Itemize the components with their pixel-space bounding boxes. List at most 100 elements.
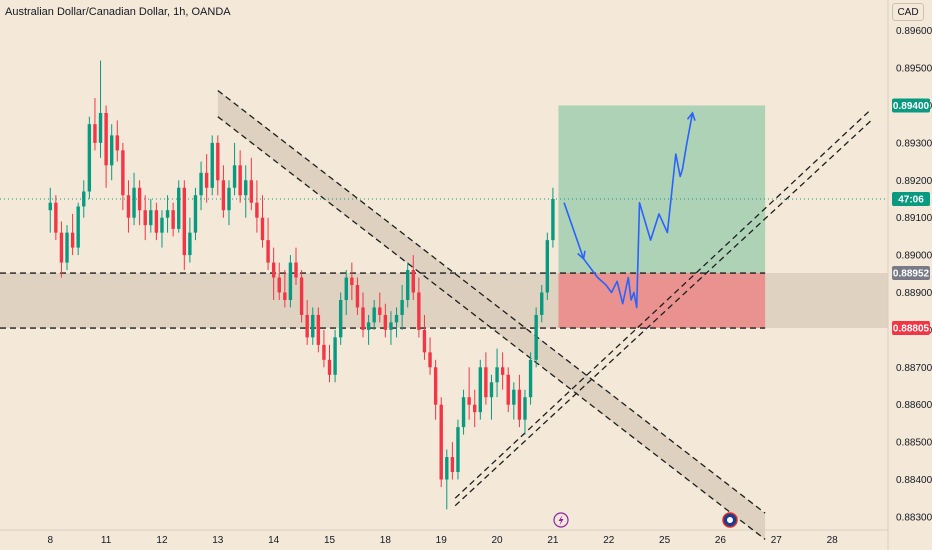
candle[interactable] <box>82 180 86 218</box>
candle[interactable] <box>271 247 276 300</box>
projected-path[interactable] <box>563 112 694 309</box>
currency-badge[interactable]: CAD <box>892 3 924 21</box>
candle[interactable] <box>473 389 477 428</box>
candle[interactable] <box>523 389 527 435</box>
candle[interactable] <box>389 311 393 345</box>
candle[interactable] <box>467 367 471 420</box>
candle[interactable] <box>204 154 209 203</box>
candle[interactable] <box>456 419 460 480</box>
price-label-target[interactable]: 0.89400 <box>892 98 930 113</box>
candle[interactable] <box>545 232 550 300</box>
candle[interactable] <box>255 180 259 233</box>
candle[interactable] <box>355 277 360 315</box>
candle[interactable] <box>422 314 427 360</box>
price-label-stop[interactable]: 0.88805 <box>892 321 930 336</box>
candle[interactable] <box>484 352 488 405</box>
candle[interactable] <box>283 270 287 308</box>
candle[interactable] <box>344 270 348 315</box>
candle[interactable] <box>199 161 203 211</box>
candle[interactable] <box>154 202 159 241</box>
candle[interactable] <box>182 180 187 271</box>
candle[interactable] <box>299 270 304 323</box>
candle[interactable] <box>115 120 119 162</box>
candle[interactable] <box>500 352 505 390</box>
candle[interactable] <box>126 180 131 233</box>
candle[interactable] <box>405 262 410 308</box>
descending-channel[interactable] <box>217 90 766 540</box>
candle[interactable] <box>322 329 326 368</box>
candle[interactable] <box>227 180 231 226</box>
trendline-1[interactable] <box>217 116 766 540</box>
candle[interactable] <box>361 292 365 338</box>
candle[interactable] <box>528 352 533 405</box>
candle[interactable] <box>400 285 404 330</box>
lightning-icon[interactable] <box>553 512 569 528</box>
candle[interactable] <box>311 307 315 345</box>
candle[interactable] <box>249 157 254 211</box>
candle[interactable] <box>411 255 415 300</box>
flag-icon[interactable] <box>722 512 738 528</box>
candle[interactable] <box>87 116 92 199</box>
candle[interactable] <box>48 187 52 233</box>
loss-zone[interactable] <box>558 273 766 329</box>
candle[interactable] <box>506 367 510 413</box>
candle[interactable] <box>327 344 332 383</box>
candle[interactable] <box>512 382 516 420</box>
candle[interactable] <box>266 217 270 271</box>
candle[interactable] <box>171 202 175 237</box>
candle[interactable] <box>54 195 58 241</box>
candle[interactable] <box>137 180 142 226</box>
candle[interactable] <box>221 165 226 218</box>
candle[interactable] <box>551 187 555 248</box>
price-label-countdown[interactable]: 47:06 <box>892 191 930 206</box>
candle[interactable] <box>193 187 198 241</box>
candle[interactable] <box>232 142 237 196</box>
candle[interactable] <box>294 247 298 286</box>
candle[interactable] <box>244 165 248 218</box>
candle[interactable] <box>428 337 432 375</box>
candle[interactable] <box>93 97 97 151</box>
candle[interactable] <box>439 397 443 487</box>
candle[interactable] <box>210 135 214 196</box>
candle[interactable] <box>433 359 438 420</box>
candle[interactable] <box>450 442 455 480</box>
candle[interactable] <box>76 202 80 256</box>
candle[interactable] <box>534 307 538 368</box>
profit-zone[interactable] <box>558 105 766 274</box>
candle[interactable] <box>333 329 337 383</box>
candle[interactable] <box>350 262 354 300</box>
candle[interactable] <box>478 359 483 420</box>
candle[interactable] <box>305 299 309 345</box>
candle[interactable] <box>417 277 421 338</box>
candle[interactable] <box>383 303 388 338</box>
candle[interactable] <box>188 217 192 263</box>
candle[interactable] <box>489 374 494 420</box>
candle[interactable] <box>177 180 181 233</box>
candle[interactable] <box>260 195 265 248</box>
candle[interactable] <box>517 374 522 428</box>
candle[interactable] <box>540 285 544 323</box>
candle[interactable] <box>121 142 125 211</box>
candle[interactable] <box>109 124 114 181</box>
candle[interactable] <box>316 307 321 353</box>
candle[interactable] <box>445 449 449 510</box>
trendline-0[interactable] <box>217 90 766 514</box>
candle[interactable] <box>216 135 220 196</box>
candle[interactable] <box>98 60 103 158</box>
candle[interactable] <box>372 299 376 330</box>
candle[interactable] <box>143 195 147 241</box>
candle[interactable] <box>378 292 382 323</box>
candle[interactable] <box>238 150 242 203</box>
candle[interactable] <box>132 172 136 226</box>
candle[interactable] <box>70 213 75 256</box>
candle[interactable] <box>461 389 466 435</box>
candle[interactable] <box>149 198 153 233</box>
trendline-2[interactable] <box>454 119 872 507</box>
candle[interactable] <box>104 105 108 188</box>
candle[interactable] <box>65 225 69 271</box>
candle[interactable] <box>495 348 499 398</box>
candle[interactable] <box>288 255 293 308</box>
candle[interactable] <box>277 262 281 300</box>
candle[interactable] <box>338 292 343 345</box>
